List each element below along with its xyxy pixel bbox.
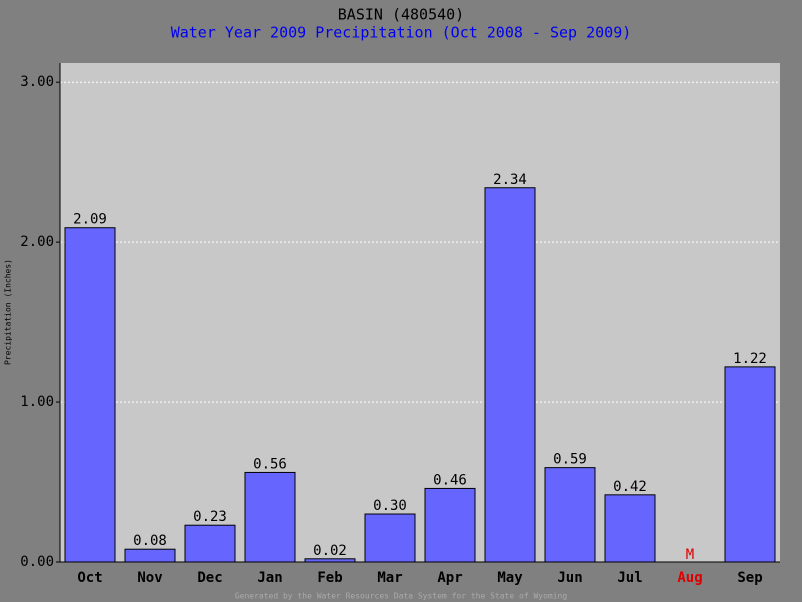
x-tick-label: Feb — [317, 570, 342, 586]
x-tick-label: Apr — [437, 570, 462, 586]
x-tick-label: May — [497, 570, 523, 586]
bar — [64, 227, 116, 563]
bar — [484, 187, 536, 563]
bar — [544, 467, 596, 563]
y-tick-label: 0.00 — [20, 554, 54, 570]
bar — [364, 513, 416, 563]
value-label: 0.02 — [313, 543, 347, 559]
bar — [604, 494, 656, 563]
value-label: 0.46 — [433, 472, 467, 488]
chart-title: BASIN (480540) — [338, 6, 464, 24]
value-label: 1.22 — [733, 351, 767, 367]
x-tick-label: Jul — [617, 570, 642, 586]
value-label: 0.23 — [193, 509, 227, 525]
x-tick-label: Jun — [557, 570, 582, 586]
value-label: 0.08 — [133, 533, 167, 549]
x-tick-label: Oct — [77, 570, 102, 586]
plot-area — [60, 63, 780, 562]
bar — [124, 548, 176, 563]
value-label: M — [686, 547, 694, 563]
bar — [304, 558, 356, 563]
x-tick-label: Mar — [377, 570, 402, 586]
value-label: 0.59 — [553, 452, 587, 468]
y-axis-label: Precipitation (Inches) — [4, 259, 13, 365]
x-tick-label: Nov — [137, 570, 162, 586]
y-tick-label: 1.00 — [20, 394, 54, 410]
bar — [244, 471, 296, 563]
x-tick-label: Sep — [737, 570, 762, 586]
value-label: 0.30 — [373, 498, 407, 514]
footer: Generated by the Water Resources Data Sy… — [235, 592, 568, 601]
value-label: 2.34 — [493, 172, 527, 188]
x-tick-label: Dec — [197, 570, 222, 586]
bar — [424, 487, 476, 563]
value-label: 2.09 — [73, 212, 107, 228]
bar — [184, 524, 236, 563]
value-label: 0.42 — [613, 479, 647, 495]
y-tick-label: 3.00 — [20, 74, 54, 90]
bar — [724, 366, 776, 563]
value-label: 0.56 — [253, 456, 287, 472]
x-tick-label: Jan — [257, 570, 282, 586]
y-tick-label: 2.00 — [20, 234, 54, 250]
chart-subtitle: Water Year 2009 Precipitation (Oct 2008 … — [171, 24, 632, 42]
x-tick-label: Aug — [677, 570, 702, 586]
